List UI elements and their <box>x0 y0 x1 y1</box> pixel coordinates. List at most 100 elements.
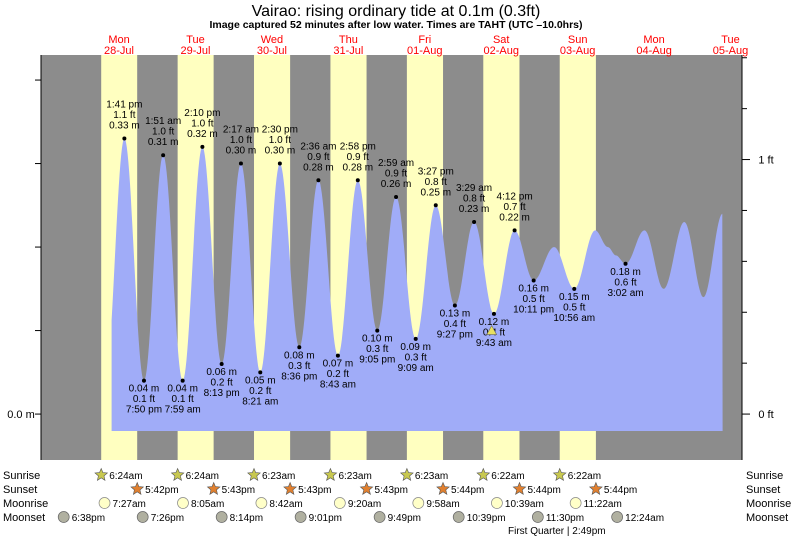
day-name-label: Fri <box>418 34 431 46</box>
low-tide-point <box>258 370 263 375</box>
high-tide-point <box>277 161 282 166</box>
low-tide-label: 0.04 m <box>129 384 160 395</box>
low-tide-point <box>375 328 380 333</box>
day-date-label: 28-Jul <box>104 45 134 57</box>
low-tide-point <box>219 361 224 366</box>
high-tide-point <box>122 136 127 141</box>
moonset-icon <box>215 511 228 523</box>
low-tide-label: 3:02 am <box>607 288 643 299</box>
high-tide-label: 1.0 ft <box>152 127 174 138</box>
moonset-time: 7:26pm <box>151 513 184 524</box>
high-tide-label: 0.23 m <box>459 204 490 215</box>
high-tide-label: 1.0 ft <box>230 135 252 146</box>
low-tide-label: 0.6 ft <box>614 277 636 288</box>
high-tide-label: 0.26 m <box>381 179 412 190</box>
astro-row-label-right: Moonset <box>746 512 788 524</box>
high-tide-label: 4:12 pm <box>497 191 533 202</box>
day-name-label: Tue <box>186 34 205 46</box>
low-tide-point <box>531 278 536 283</box>
high-tide-point <box>355 178 360 183</box>
low-tide-label: 0.5 ft <box>563 302 585 313</box>
sunset-time: 5:44pm <box>527 485 560 496</box>
extreme-points: 1:41 pm1.1 ft0.33 m0.04 m0.1 ft7:50 pm1:… <box>106 100 643 416</box>
day-date-label: 02-Aug <box>483 45 518 57</box>
moonrise-icon <box>177 497 189 509</box>
moonset-icon <box>294 511 307 523</box>
low-tide-label: 0.15 m <box>559 292 590 303</box>
low-tide-point <box>572 286 577 291</box>
low-tide-point <box>413 336 418 341</box>
moonrise-time: 8:05am <box>191 499 224 510</box>
high-tide-label: 1.0 ft <box>191 118 213 129</box>
day-date-label: 01-Aug <box>407 45 442 57</box>
high-tide-label: 0.30 m <box>226 146 257 157</box>
high-tide-label: 1:41 pm <box>106 100 142 111</box>
astro-row-label-left: Sunrise <box>3 470 40 482</box>
day-date-label: 31-Jul <box>333 45 363 57</box>
low-tide-label: 0.3 ft <box>366 344 388 355</box>
low-tide-label: 0.1 ft <box>133 394 155 405</box>
low-tide-label: 9:05 pm <box>359 355 395 366</box>
day-name-label: Tue <box>721 34 740 46</box>
moonrise-time: 9:20am <box>348 499 381 510</box>
moonset-icon <box>531 511 544 523</box>
moonset-icon <box>611 511 624 523</box>
high-tide-label: 0.7 ft <box>503 202 525 213</box>
astro-row-label-left: Sunset <box>3 484 37 496</box>
high-tide-label: 0.9 ft <box>307 152 329 163</box>
moonrise-icon <box>412 497 425 509</box>
low-tide-label: 0.16 m <box>518 283 549 294</box>
astro-row-label-right: Moonrise <box>746 498 791 510</box>
sunset-star-icon <box>130 481 145 495</box>
moonrise-icon <box>255 497 268 509</box>
right-axis-label: 1 ft <box>758 155 773 167</box>
high-tide-label: 0.25 m <box>420 187 451 198</box>
astro-row-label-right: Sunset <box>746 484 780 496</box>
astro-row-label-left: Moonset <box>3 512 45 524</box>
moonrise-time: 9:58am <box>426 499 459 510</box>
moon-phase-label: First Quarter | 2:49pm <box>508 526 606 537</box>
sunrise-star-icon <box>94 467 109 481</box>
high-tide-label: 1:51 am <box>145 116 181 127</box>
low-tide-label: 0.06 m <box>206 367 237 378</box>
sunset-time: 5:44pm <box>604 485 637 496</box>
high-tide-label: 1.0 ft <box>269 135 291 146</box>
day-name-label: Thu <box>339 34 358 46</box>
low-tide-label: 0.18 m <box>610 267 641 278</box>
day-labels: Mon28-JulTue29-JulWed30-JulThu31-JulFri0… <box>104 34 748 57</box>
low-tide-point <box>623 261 628 266</box>
moonrise-time: 10:39am <box>505 499 544 510</box>
sunrise-star-icon <box>399 467 414 481</box>
day-date-label: 04-Aug <box>636 45 671 57</box>
astro-rows: Sunrise Sunrise Sunset Sunset Moonrise Moonri… <box>3 467 791 537</box>
low-tide-label: 0.10 m <box>362 334 393 345</box>
sunset-star-icon <box>588 481 603 495</box>
sunset-time: 5:42pm <box>145 485 178 496</box>
sunrise-star-icon <box>552 467 567 481</box>
high-tide-label: 2:10 pm <box>184 108 220 119</box>
left-axis-label: 0.0 m <box>7 409 35 421</box>
low-tide-point <box>141 378 146 383</box>
sunrise-time: 6:22am <box>491 471 524 482</box>
low-tide-label: 0.08 m <box>284 350 315 361</box>
high-tide-label: 0.22 m <box>499 212 530 223</box>
high-tide-label: 2:59 am <box>378 158 414 169</box>
moonset-icon <box>373 511 386 523</box>
low-tide-label: 9:09 am <box>398 363 434 374</box>
sunrise-time: 6:22am <box>568 471 601 482</box>
low-tide-label: 0.05 m <box>245 375 276 386</box>
moonrise-time: 7:27am <box>113 499 146 510</box>
day-name-label: Mon <box>108 34 129 46</box>
moonset-icon <box>57 511 70 523</box>
sunset-star-icon <box>436 481 450 495</box>
low-tide-label: 0.4 ft <box>444 319 466 330</box>
low-tide-label: 0.3 ft <box>288 361 310 372</box>
high-tide-label: 0.32 m <box>187 129 218 140</box>
low-tide-label: 10:56 am <box>553 313 595 324</box>
moonrise-icon <box>491 497 503 509</box>
high-tide-label: 0.9 ft <box>347 152 369 163</box>
high-tide-label: 0.31 m <box>148 137 179 148</box>
right-axis-label: 0 ft <box>758 409 773 421</box>
sunset-time: 5:43pm <box>222 485 255 496</box>
